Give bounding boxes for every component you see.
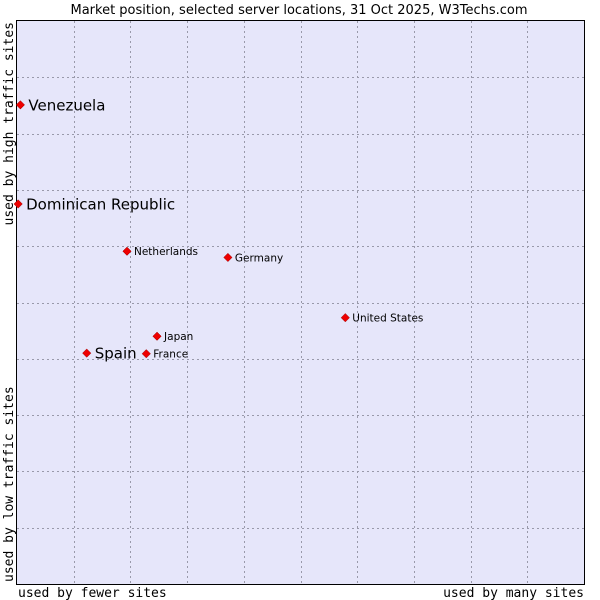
plot-area xyxy=(16,20,585,585)
point-label-netherlands: Netherlands xyxy=(134,246,198,258)
chart-title: Market position, selected server locatio… xyxy=(70,3,527,18)
point-label-spain: Spain xyxy=(95,345,137,363)
point-label-united-states: United States xyxy=(352,313,423,325)
data-points: Venezuela Dominican Republic Netherlands Ge… xyxy=(13,96,423,363)
point-label-germany: Germany xyxy=(235,252,283,264)
point-marker-germany xyxy=(223,252,233,263)
point-label-france: France xyxy=(153,349,188,361)
point-marker-united-states xyxy=(340,313,350,323)
point-marker-netherlands xyxy=(122,246,132,256)
x-axis-label-right: used by many sites xyxy=(443,586,584,600)
point-marker-spain xyxy=(82,348,92,358)
x-axis-label-left: used by fewer sites xyxy=(18,586,167,600)
y-axis-label-bottom: used by low traffic sites xyxy=(2,386,17,582)
point-marker-japan xyxy=(152,331,162,341)
point-marker-france xyxy=(141,349,151,359)
point-marker-venezuela xyxy=(15,100,25,110)
grid xyxy=(17,21,584,584)
point-marker-dominican-republic xyxy=(13,199,23,209)
point-label-japan: Japan xyxy=(163,331,193,343)
point-label-dominican-republic: Dominican Republic xyxy=(26,195,175,213)
y-axis-label-top: used by high traffic sites xyxy=(2,22,17,226)
point-label-venezuela: Venezuela xyxy=(28,96,105,114)
